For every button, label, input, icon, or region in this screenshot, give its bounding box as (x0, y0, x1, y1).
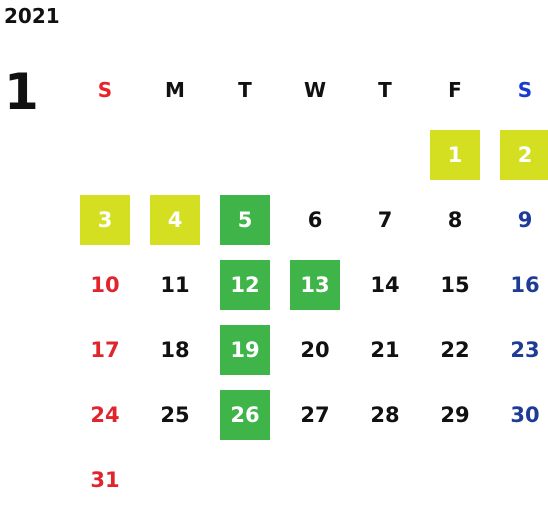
day-cell[interactable]: 12 (210, 253, 280, 317)
day-number: 29 (440, 403, 470, 427)
day-number: 11 (160, 273, 190, 297)
day-number: 21 (370, 338, 400, 362)
day-cell[interactable]: 20 (280, 318, 350, 382)
weekday-header-mon: M (165, 78, 185, 102)
day-cell[interactable]: 18 (140, 318, 210, 382)
day-number: 23 (510, 338, 540, 362)
day-number: 19 (220, 325, 270, 375)
day-cell[interactable]: 31 (70, 448, 140, 512)
day-cell[interactable]: 27 (280, 383, 350, 447)
day-number: 6 (307, 208, 323, 232)
day-cell[interactable]: 13 (280, 253, 350, 317)
day-number: 4 (150, 195, 200, 245)
day-cell[interactable]: 11 (140, 253, 210, 317)
day-cell[interactable]: 6 (280, 188, 350, 252)
weekday-header-fri: F (448, 78, 462, 102)
day-number: 10 (90, 273, 120, 297)
day-number: 26 (220, 390, 270, 440)
weekday-header-tue: T (238, 78, 252, 102)
day-cell[interactable]: 21 (350, 318, 420, 382)
day-cell[interactable]: 5 (210, 188, 280, 252)
day-number: 22 (440, 338, 470, 362)
day-number: 31 (90, 468, 120, 492)
day-number: 5 (220, 195, 270, 245)
day-cell[interactable]: 16 (490, 253, 548, 317)
empty-cell (280, 123, 350, 187)
calendar-grid: S M T W T F S 1 2 3 4 5 6 7 8 9 10 11 12 13 14 15 16 17 1… (70, 58, 548, 512)
weekday-header-wed: W (303, 78, 327, 102)
empty-cell (350, 123, 420, 187)
day-cell[interactable]: 22 (420, 318, 490, 382)
day-number: 14 (370, 273, 400, 297)
day-cell[interactable]: 10 (70, 253, 140, 317)
day-cell[interactable]: 24 (70, 383, 140, 447)
day-cell[interactable]: 9 (490, 188, 548, 252)
month-label: 1 (4, 63, 39, 121)
day-number: 8 (447, 208, 463, 232)
day-cell[interactable]: 4 (140, 188, 210, 252)
day-cell[interactable]: 1 (420, 123, 490, 187)
day-number: 2 (500, 130, 548, 180)
year-label: 2021 (4, 4, 60, 28)
day-number: 28 (370, 403, 400, 427)
empty-cell (210, 123, 280, 187)
day-cell[interactable]: 3 (70, 188, 140, 252)
day-number: 30 (510, 403, 540, 427)
day-cell[interactable]: 23 (490, 318, 548, 382)
day-number: 27 (300, 403, 330, 427)
day-cell[interactable]: 28 (350, 383, 420, 447)
weekday-header-sun: S (97, 78, 113, 102)
day-number: 3 (80, 195, 130, 245)
day-number: 7 (377, 208, 393, 232)
day-cell[interactable]: 8 (420, 188, 490, 252)
day-cell[interactable]: 7 (350, 188, 420, 252)
day-cell[interactable]: 29 (420, 383, 490, 447)
day-number: 1 (430, 130, 480, 180)
empty-cell (140, 123, 210, 187)
day-number: 15 (440, 273, 470, 297)
day-cell[interactable]: 19 (210, 318, 280, 382)
day-cell[interactable]: 15 (420, 253, 490, 317)
day-number: 13 (290, 260, 340, 310)
day-cell[interactable]: 17 (70, 318, 140, 382)
day-number: 16 (510, 273, 540, 297)
day-cell[interactable]: 2 (490, 123, 548, 187)
day-cell[interactable]: 14 (350, 253, 420, 317)
day-number: 25 (160, 403, 190, 427)
day-number: 20 (300, 338, 330, 362)
day-cell[interactable]: 30 (490, 383, 548, 447)
day-cell[interactable]: 25 (140, 383, 210, 447)
day-cell[interactable]: 26 (210, 383, 280, 447)
empty-cell (70, 123, 140, 187)
weekday-header-sat: S (517, 78, 533, 102)
day-number: 24 (90, 403, 120, 427)
day-number: 9 (517, 208, 533, 232)
weekday-header-thu: T (378, 78, 392, 102)
day-number: 18 (160, 338, 190, 362)
day-number: 17 (90, 338, 120, 362)
day-number: 12 (220, 260, 270, 310)
